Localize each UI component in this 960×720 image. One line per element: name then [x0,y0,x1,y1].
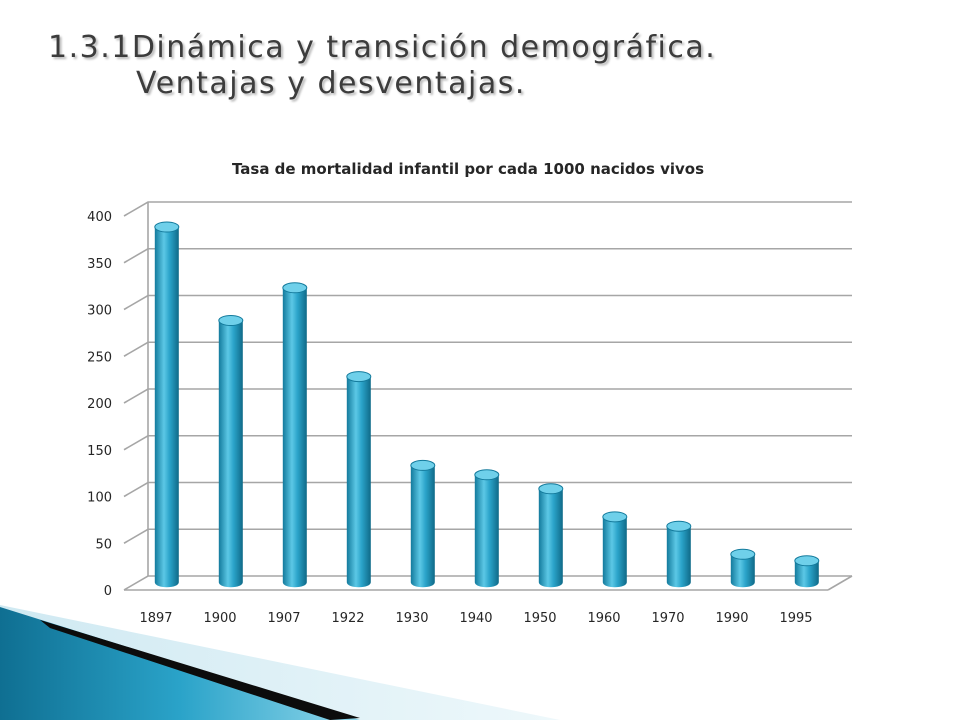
gridline [123,247,852,264]
bar-1960 [602,511,628,588]
x-tick-label: 1907 [267,611,300,626]
y-tick-label: 350 [87,257,112,272]
slide-title-line-1: 1.3.1Dinámica y transición demográfica. [48,30,717,65]
bar-top [346,371,372,383]
bar-top [794,555,820,567]
bar-1897 [154,221,180,588]
bar-body [794,560,819,588]
bar-body [282,287,307,588]
x-tick-label: 1970 [651,611,684,626]
grid-layer [123,201,853,591]
bar-1995 [794,555,820,588]
bar-1907 [282,282,308,588]
bar-body [218,320,243,588]
gridline [123,294,852,311]
bar-top [730,548,756,560]
bar-1900 [218,315,244,588]
y-tick-label: 200 [87,397,112,412]
x-tick-label: 1960 [587,611,620,626]
bar-body [666,526,691,588]
bar-body [346,376,371,588]
x-tick-label: 1950 [523,611,556,626]
bar-body [474,474,499,588]
bar-top [538,483,564,495]
bar-body [730,554,755,588]
y-tick-label: 150 [87,444,112,459]
x-tick-label: 1900 [203,611,236,626]
y-tick-label: 250 [87,350,112,365]
y-tick-label: 50 [95,537,112,552]
bar-1950 [538,483,564,588]
bar-1940 [474,469,500,588]
slide-title: 1.3.1Dinámica y transición demográfica. … [48,30,928,102]
bar-body [602,516,627,588]
floor-side-edge [827,575,853,591]
bar-1930 [410,459,436,588]
bar-top [602,511,628,523]
y-tick-label: 400 [87,210,112,225]
x-tick-labels: 1897 1900 1907 1922 1930 1940 1950 1960 1970 1990… [139,611,812,626]
x-tick-label: 1990 [715,611,748,626]
bar-1922 [346,371,372,588]
bar-body [154,227,179,588]
bar-body [410,465,435,588]
decor-dark-stripe [40,620,360,720]
x-tick-label: 1940 [459,611,492,626]
bar-body [538,488,563,588]
chart-title: Tasa de mortalidad infantil por cada 100… [232,160,704,178]
bar-top [154,221,180,233]
y-tick-label: 100 [87,491,112,506]
x-tick-label: 1897 [139,611,172,626]
bar-top [282,282,308,294]
slide-title-line-2: Ventajas y desventajas. [136,66,526,101]
bar-top [666,520,692,532]
x-tick-label: 1922 [331,611,364,626]
x-tick-label: 1930 [395,611,428,626]
bar-1970 [666,520,692,588]
y-tick-label: 300 [87,304,112,319]
x-tick-label: 1995 [779,611,812,626]
y-tick-label: 0 [104,584,112,599]
gridline [123,201,852,217]
y-tick-labels: 0 50 100 150 200 250 300 350 400 [87,210,112,599]
bars [154,221,820,588]
bar-1990 [730,548,756,588]
bar-top [218,315,244,326]
bar-top [410,459,436,471]
bar-top [474,469,500,481]
